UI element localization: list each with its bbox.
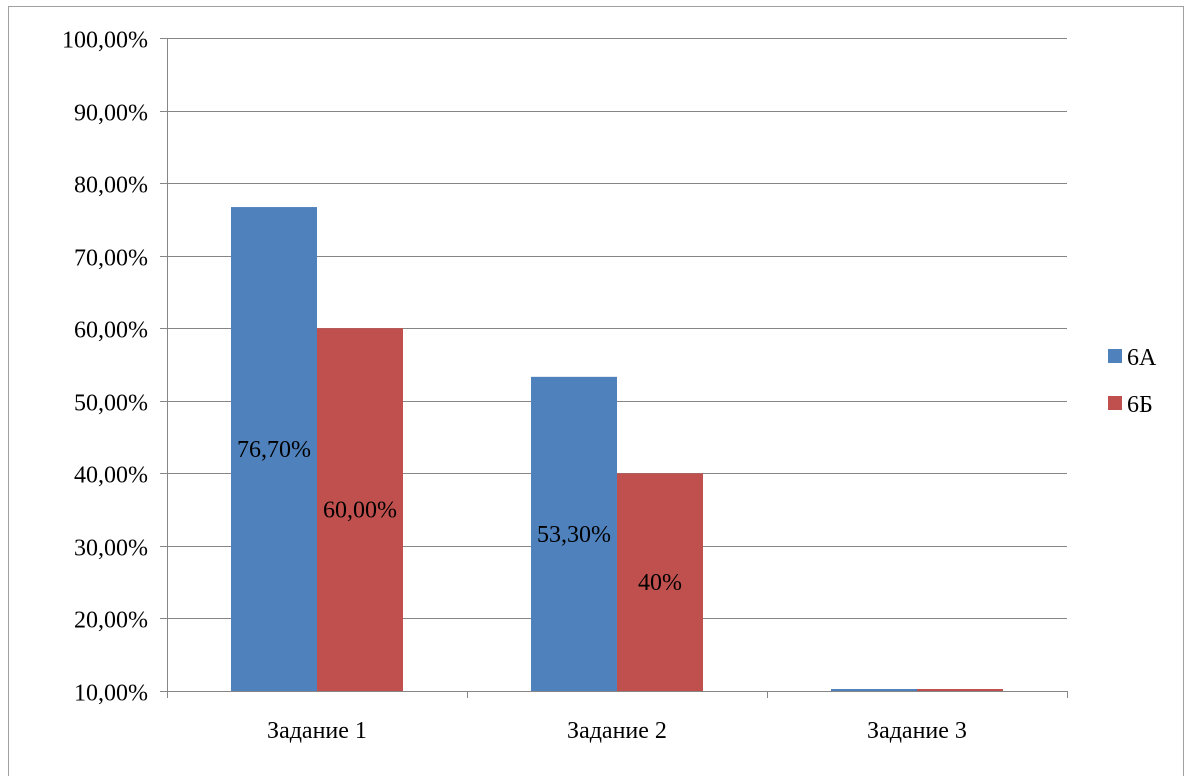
y-tick-label: 100,00% — [62, 28, 148, 54]
bar — [831, 689, 917, 691]
bar-chart: 10,00% 20,00% 30,00% 40,00% 50,00% 60,00% 70,0… — [62, 28, 1157, 745]
bar — [617, 473, 703, 691]
y-tick-label: 30,00% — [74, 536, 148, 562]
y-tick-label: 80,00% — [74, 173, 148, 199]
chart-frame — [8, 6, 1184, 776]
x-category-label: Задание 2 — [567, 718, 667, 744]
legend-swatch — [1108, 349, 1122, 363]
y-tick-label: 50,00% — [74, 391, 148, 417]
legend-label: 6Б — [1127, 392, 1153, 418]
axes — [160, 38, 1068, 698]
legend-label: 6А — [1127, 345, 1157, 371]
y-tick-label: 20,00% — [74, 608, 148, 634]
data-label: 40% — [638, 570, 682, 596]
labels: 10,00% 20,00% 30,00% 40,00% 50,00% 60,00% 70,0… — [62, 28, 967, 745]
x-category-label: Задание 1 — [267, 718, 367, 744]
bar — [531, 376, 617, 691]
y-tick-label: 60,00% — [74, 318, 148, 344]
y-tick-label: 90,00% — [74, 101, 148, 127]
bar — [917, 689, 1003, 691]
y-tick-label: 10,00% — [74, 681, 148, 707]
data-label: 53,30% — [537, 522, 611, 548]
y-tick-label: 70,00% — [74, 246, 148, 272]
y-tick-label: 40,00% — [74, 463, 148, 489]
bars — [231, 207, 1003, 691]
x-category-label: Задание 3 — [867, 718, 967, 744]
data-label: 76,70% — [237, 437, 311, 463]
bar — [317, 328, 403, 691]
bar — [231, 207, 317, 691]
legend: 6А 6Б — [1108, 345, 1157, 418]
legend-swatch — [1108, 396, 1122, 410]
data-label: 60,00% — [323, 498, 397, 524]
